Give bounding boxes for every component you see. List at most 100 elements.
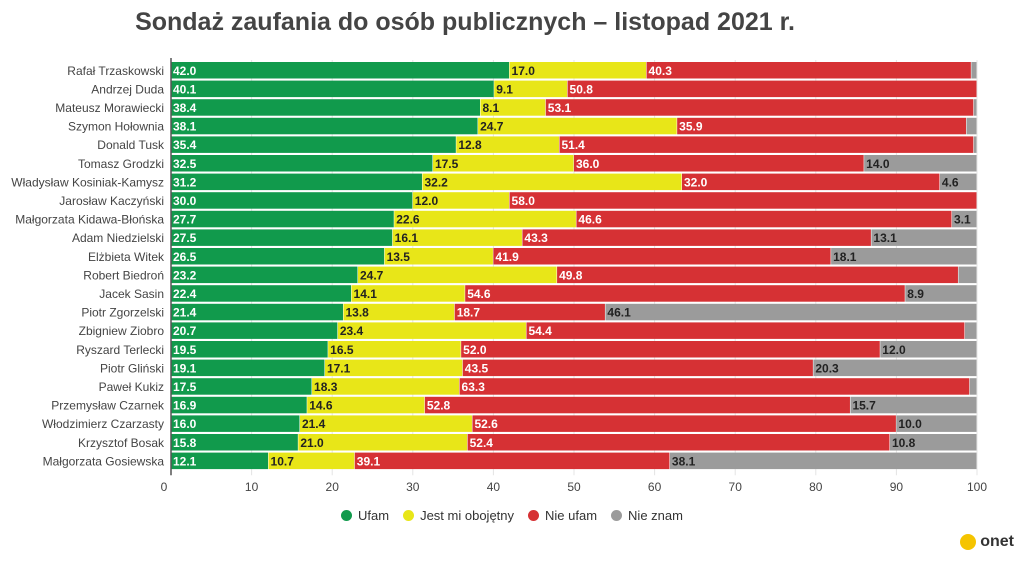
legend-dot-icon (611, 510, 623, 521)
bar-segment (171, 452, 269, 470)
data-label: 35.9 (679, 120, 703, 134)
bar-segment (905, 285, 977, 302)
data-label: 13.5 (387, 250, 411, 264)
data-label: 31.2 (173, 175, 197, 189)
bar-segment (459, 378, 970, 395)
data-label: 42.0 (173, 64, 197, 78)
legend-label: Ufam (358, 508, 390, 523)
bar-segment (171, 341, 328, 358)
data-label: 21.4 (302, 417, 326, 431)
data-label: 63.3 (462, 380, 486, 394)
bar-segment (871, 229, 977, 246)
bar-segment (354, 452, 670, 470)
data-label: 27.7 (173, 213, 197, 227)
data-label: 16.1 (395, 231, 419, 245)
bar-segment (958, 266, 977, 284)
bar-segment (850, 396, 977, 414)
bar-segment (813, 359, 977, 377)
data-label: 13.1 (873, 231, 897, 245)
data-label: 22.6 (396, 213, 420, 227)
data-label: 20.3 (815, 361, 839, 375)
bar-segment (605, 303, 977, 321)
x-tick-label: 40 (487, 480, 501, 494)
legend-item: Nie znam (611, 508, 683, 523)
data-label: 21.4 (173, 306, 197, 320)
bar-segment (669, 452, 977, 470)
bar-segment (337, 322, 526, 339)
data-label: 35.4 (173, 138, 197, 152)
category-label: Władysław Kosiniak-Kamysz (11, 175, 164, 189)
x-tick-label: 10 (245, 480, 259, 494)
chart-title: Sondaż zaufania do osób publicznych – li… (135, 8, 795, 36)
data-label: 53.1 (548, 101, 572, 115)
x-tick-label: 100 (967, 480, 987, 494)
bar-segment (343, 303, 455, 321)
bar-segment (880, 341, 977, 358)
data-label: 46.6 (578, 213, 602, 227)
data-label: 15.8 (173, 436, 197, 450)
data-label: 10.0 (898, 417, 922, 431)
data-label: 36.0 (576, 157, 600, 171)
bar-segment (268, 452, 355, 470)
data-label: 39.1 (357, 454, 381, 468)
category-label: Zbigniew Ziobro (79, 324, 165, 338)
bar-segment (952, 210, 977, 228)
bar-segment (171, 359, 325, 377)
legend-item: Nie ufam (528, 508, 597, 523)
bar-segment (171, 210, 394, 228)
data-label: 16.5 (330, 343, 354, 357)
data-label: 8.1 (483, 101, 500, 115)
bar-segment (969, 378, 977, 395)
bar-segment (576, 210, 952, 228)
data-label: 52.0 (463, 343, 487, 357)
category-label: Piotr Zgorzelski (81, 306, 164, 320)
bar-segment (973, 99, 977, 116)
data-label: 54.6 (467, 287, 491, 301)
bar-segment (896, 415, 977, 432)
data-label: 20.7 (173, 324, 197, 338)
bar-segment (467, 434, 890, 451)
bar-segment (171, 285, 352, 302)
bar-segment (574, 155, 864, 172)
data-label: 9.1 (496, 82, 513, 96)
bar-segment (964, 322, 977, 339)
category-label: Małgorzata Kidawa-Błońska (15, 213, 164, 227)
data-label: 23.4 (340, 324, 364, 338)
legend-label: Jest mi obojętny (420, 508, 515, 523)
bar-segment (171, 415, 300, 432)
bar-segment (472, 415, 896, 432)
data-label: 17.0 (512, 64, 536, 78)
data-label: 23.2 (173, 268, 197, 282)
data-label: 32.0 (684, 175, 708, 189)
bar-segment (422, 173, 682, 191)
category-label: Krzysztof Bosak (78, 436, 165, 450)
bar-segment (357, 266, 557, 284)
bar-segment (973, 136, 977, 153)
category-label: Jarosław Kaczyński (59, 194, 164, 208)
data-label: 26.5 (173, 250, 197, 264)
bar-segment (394, 210, 576, 228)
category-label: Szymon Hołownia (68, 120, 164, 134)
data-label: 12.8 (458, 138, 482, 152)
bar-segment (889, 434, 977, 451)
data-label: 58.0 (512, 194, 536, 208)
legend-dot-icon (528, 510, 540, 521)
data-label: 19.5 (173, 343, 197, 357)
data-label: 18.1 (833, 250, 857, 264)
x-tick-label: 50 (567, 480, 581, 494)
bar-segment (298, 434, 468, 451)
bar-segment (171, 62, 510, 79)
bar-segment (831, 248, 977, 265)
onet-logo: onet (960, 533, 1014, 551)
data-label: 14.1 (354, 287, 378, 301)
data-label: 22.4 (173, 287, 197, 301)
data-label: 24.7 (360, 268, 384, 282)
category-label: Rafał Trzaskowski (67, 64, 164, 78)
bar-segment (171, 229, 393, 246)
data-label: 52.6 (474, 417, 498, 431)
logo-text: onet (980, 533, 1014, 550)
category-label: Przemysław Czarnek (51, 399, 165, 413)
bar-segment (171, 136, 456, 153)
bar-segment (171, 303, 343, 321)
